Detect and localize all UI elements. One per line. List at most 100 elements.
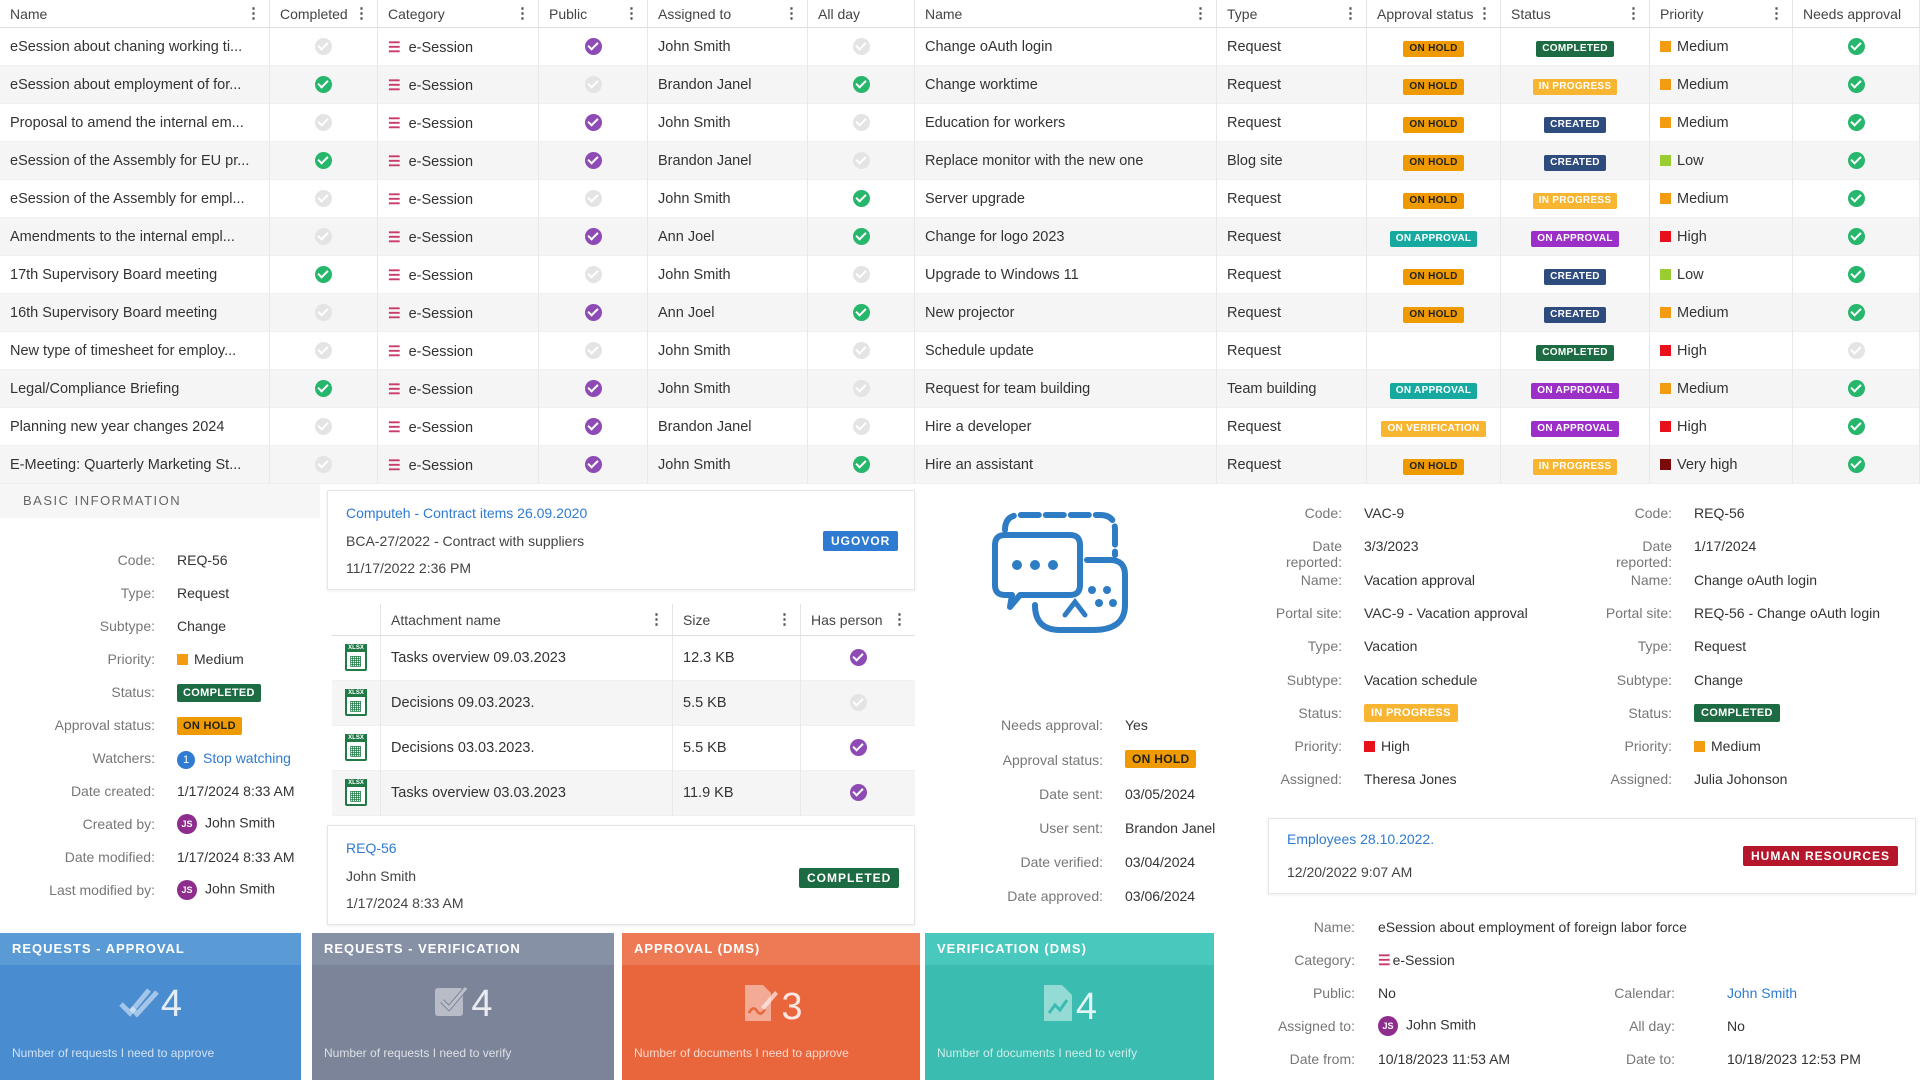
cell-type: Request bbox=[1217, 445, 1367, 484]
contract-link[interactable]: Computeh - Contract items 26.09.2020 bbox=[346, 505, 588, 521]
table-row[interactable]: eSession of the Assembly for empl... ☰ e-S… bbox=[0, 179, 915, 218]
col-size[interactable]: Size ⋮ bbox=[673, 604, 801, 636]
cell-public bbox=[539, 27, 648, 66]
table-row[interactable]: eSession of the Assembly for EU pr... ☰ e-… bbox=[0, 141, 915, 180]
col-label: Completed bbox=[280, 5, 348, 22]
cell-assigned: John Smith bbox=[648, 27, 808, 66]
col-category[interactable]: Category ⋮ bbox=[378, 0, 539, 28]
contract-card[interactable]: Computeh - Contract items 26.09.2020 BCA… bbox=[327, 490, 915, 590]
request-link[interactable]: REQ-56 bbox=[346, 840, 397, 856]
request-type: Request bbox=[1227, 418, 1282, 435]
dashboard-tile[interactable]: REQUESTS - APPROVAL 4 Number of requests I… bbox=[0, 933, 301, 1080]
col-name[interactable]: Name ⋮ bbox=[915, 0, 1217, 28]
column-menu-icon[interactable]: ⋮ bbox=[1343, 4, 1358, 22]
column-menu-icon[interactable]: ⋮ bbox=[784, 4, 799, 22]
column-menu-icon[interactable]: ⋮ bbox=[1626, 4, 1641, 22]
table-row[interactable]: 17th Supervisory Board meeting ☰ e-Session… bbox=[0, 255, 915, 294]
col-type[interactable]: Type ⋮ bbox=[1217, 0, 1367, 28]
col-label: Name bbox=[10, 5, 48, 22]
table-row[interactable]: eSession about chaning working ti... ☰ e-S… bbox=[0, 27, 915, 66]
column-menu-icon[interactable]: ⋮ bbox=[246, 4, 261, 22]
session-name-value: eSession about employment of foreign lab… bbox=[1378, 919, 1687, 935]
dashboard-tile[interactable]: APPROVAL (DMS) 3 Number of documents I nee… bbox=[622, 933, 920, 1080]
status-badge: COMPLETED bbox=[1536, 40, 1614, 57]
table-row[interactable]: Amendments to the internal empl... ☰ e-Ses… bbox=[0, 217, 915, 256]
cell-completed bbox=[270, 65, 378, 104]
table-row[interactable]: Request for team building Team building ON… bbox=[915, 369, 1920, 408]
cell-approval: ON HOLD bbox=[1367, 255, 1501, 294]
table-row[interactable]: E-Meeting: Quarterly Marketing St... ☰ e-S… bbox=[0, 445, 915, 484]
public-check-icon bbox=[584, 304, 602, 322]
cell-name: eSession about employment of for... bbox=[0, 65, 270, 104]
table-row[interactable]: Change worktime Request ON HOLD IN PROGRESS… bbox=[915, 65, 1920, 104]
cell-completed bbox=[270, 103, 378, 142]
session-category-text: e-Session bbox=[1392, 952, 1455, 968]
table-row[interactable]: Schedule update Request COMPLETED High bbox=[915, 331, 1920, 370]
column-menu-icon[interactable]: ⋮ bbox=[892, 610, 907, 628]
table-row[interactable]: Change oAuth login Request ON HOLD COMPLETE… bbox=[915, 27, 1920, 66]
col-completed[interactable]: Completed ⋮ bbox=[270, 0, 378, 28]
col-has-person[interactable]: Has person ⋮ bbox=[801, 604, 915, 636]
sessions-grid-body: eSession about chaning working ti... ☰ e-S… bbox=[0, 27, 915, 484]
col-allday[interactable]: All day bbox=[808, 0, 915, 28]
col-attachment-name[interactable]: Attachment name ⋮ bbox=[381, 604, 673, 636]
table-row[interactable]: 16th Supervisory Board meeting ☰ e-Session… bbox=[0, 293, 915, 332]
session-assigned-name: John Smith bbox=[1406, 1016, 1477, 1033]
col-name[interactable]: Name ⋮ bbox=[0, 0, 270, 28]
employees-link[interactable]: Employees 28.10.2022. bbox=[1287, 831, 1435, 847]
session-calendar-link[interactable]: John Smith bbox=[1727, 985, 1798, 1001]
table-row[interactable]: New type of timesheet for employ... ☰ e-Se… bbox=[0, 331, 915, 370]
employees-card[interactable]: Employees 28.10.2022. 12/20/2022 9:07 AM… bbox=[1268, 818, 1916, 894]
table-row[interactable]: Education for workers Request ON HOLD CREAT… bbox=[915, 103, 1920, 142]
priority-text: High bbox=[1381, 738, 1410, 755]
needs-approval-label: Needs approval: bbox=[1001, 717, 1103, 733]
table-row[interactable]: Upgrade to Windows 11 Request ON HOLD CREAT… bbox=[915, 255, 1920, 294]
table-row[interactable]: Hire an assistant Request ON HOLD IN PROGRE… bbox=[915, 445, 1920, 484]
cell-priority: Medium bbox=[1650, 369, 1793, 408]
attachment-row[interactable]: XLSX ▦ Decisions 09.03.2023. 5.5 KB bbox=[332, 680, 915, 726]
col-approval[interactable]: Approval status ⋮ bbox=[1367, 0, 1501, 28]
dashboard-tile[interactable]: VERIFICATION (DMS) 4 Number of documents I… bbox=[925, 933, 1214, 1080]
table-row[interactable]: Server upgrade Request ON HOLD IN PROGRESS M… bbox=[915, 179, 1920, 218]
column-menu-icon[interactable]: ⋮ bbox=[354, 4, 369, 22]
attachment-size: 12.3 KB bbox=[683, 649, 735, 666]
col-status[interactable]: Status ⋮ bbox=[1501, 0, 1650, 28]
column-menu-icon[interactable]: ⋮ bbox=[1477, 4, 1492, 22]
table-row[interactable]: Replace monitor with the new one Blog sit… bbox=[915, 141, 1920, 180]
column-menu-icon[interactable]: ⋮ bbox=[777, 610, 792, 628]
col-needs-approval[interactable]: Needs approval bbox=[1793, 0, 1920, 28]
name-label: Name: bbox=[1630, 571, 1672, 588]
col-assigned[interactable]: Assigned to ⋮ bbox=[648, 0, 808, 28]
cell-file-icon: XLSX ▦ bbox=[332, 770, 381, 816]
dashboard-tile[interactable]: REQUESTS - VERIFICATION 4 Number of reques… bbox=[312, 933, 614, 1080]
attachment-row[interactable]: XLSX ▦ Decisions 03.03.2023. 5.5 KB bbox=[332, 725, 915, 771]
type-label: Type: bbox=[120, 585, 155, 601]
attachment-row[interactable]: XLSX ▦ Tasks overview 03.03.2023 11.9 KB bbox=[332, 770, 915, 816]
col-public[interactable]: Public ⋮ bbox=[539, 0, 648, 28]
column-menu-icon[interactable]: ⋮ bbox=[1193, 4, 1208, 22]
subtype-text: Change bbox=[1694, 671, 1744, 688]
table-row[interactable]: Change for logo 2023 Request ON APPROVAL ON… bbox=[915, 217, 1920, 256]
category-text: e-Session bbox=[408, 267, 474, 284]
attachment-row[interactable]: XLSX ▦ Tasks overview 09.03.2023 12.3 KB bbox=[332, 635, 915, 681]
table-row[interactable]: eSession about employment of for... ☰ e-Se… bbox=[0, 65, 915, 104]
approval-badge: ON HOLD bbox=[1403, 192, 1464, 209]
attachment-name: Tasks overview 09.03.2023 bbox=[391, 649, 566, 666]
table-row[interactable]: Planning new year changes 2024 ☰ e-Session… bbox=[0, 407, 915, 446]
table-row[interactable]: Hire a developer Request ON VERIFICATION ON… bbox=[915, 407, 1920, 446]
col-priority[interactable]: Priority ⋮ bbox=[1650, 0, 1793, 28]
cell-completed bbox=[270, 27, 378, 66]
column-menu-icon[interactable]: ⋮ bbox=[649, 610, 664, 628]
column-menu-icon[interactable]: ⋮ bbox=[624, 4, 639, 22]
priority-square-icon bbox=[1660, 382, 1671, 394]
stop-watching-link[interactable]: Stop watching bbox=[203, 750, 291, 766]
column-menu-icon[interactable]: ⋮ bbox=[515, 4, 530, 22]
table-row[interactable]: Legal/Compliance Briefing ☰ e-Session John … bbox=[0, 369, 915, 408]
table-row[interactable]: Proposal to amend the internal em... ☰ e-S… bbox=[0, 103, 915, 142]
table-row[interactable]: New projector Request ON HOLD CREATED Medium bbox=[915, 293, 1920, 332]
request-card[interactable]: REQ-56 John Smith 1/17/2024 8:33 AM COMP… bbox=[327, 825, 915, 925]
cell-assigned: John Smith bbox=[648, 103, 808, 142]
cell-size: 12.3 KB bbox=[673, 635, 801, 681]
column-menu-icon[interactable]: ⋮ bbox=[1769, 4, 1784, 22]
attachment-name: Decisions 03.03.2023. bbox=[391, 739, 535, 756]
